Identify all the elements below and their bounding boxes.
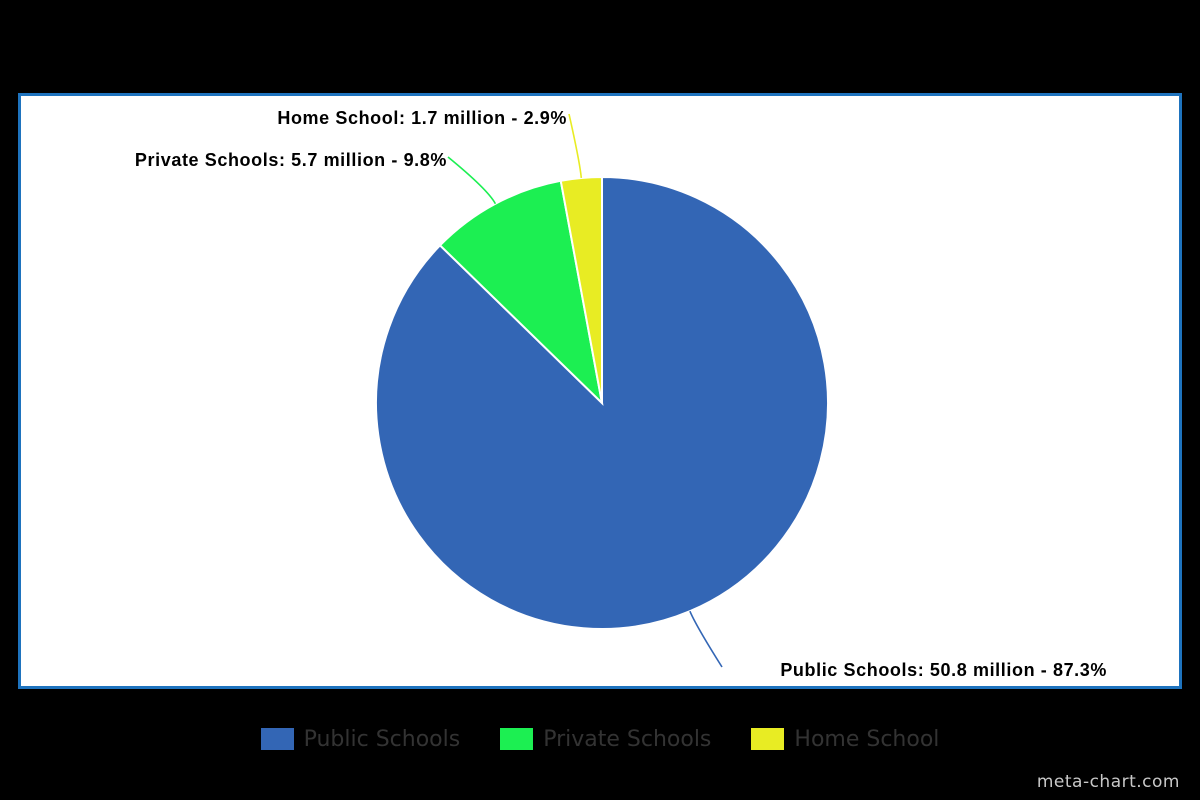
slice-label-private-schools: Private Schools: 5.7 million - 9.8%: [135, 150, 447, 170]
leader-line-public-schools: [689, 610, 723, 668]
chart-legend: Public Schools Private Schools Home Scho…: [0, 722, 1200, 756]
slice-label-public-schools: Public Schools: 50.8 million - 87.3%: [780, 660, 1107, 680]
legend-swatch-home-school: [751, 728, 785, 750]
pie-slices: [375, 175, 829, 630]
slice-label-home-school: Home School: 1.7 million - 2.9%: [277, 108, 567, 128]
legend-label-public-schools: Public Schools: [303, 726, 461, 752]
legend-swatch-public-schools: [260, 728, 294, 750]
pie-slice-private-schools[interactable]: [438, 179, 604, 406]
leader-lines: [447, 113, 723, 668]
legend-swatch-private-schools: [500, 728, 534, 750]
leader-line-home-school: [568, 113, 583, 179]
legend-label-home-school: Home School: [794, 726, 940, 752]
leader-line-private-schools: [447, 156, 497, 205]
watermark-text: meta-chart.com: [1036, 772, 1180, 792]
slice-labels: Public Schools: 50.8 million - 87.3% Priv…: [135, 108, 1107, 680]
legend-label-private-schools: Private Schools: [543, 726, 712, 752]
legend-item-private-schools[interactable]: Private Schools: [500, 727, 711, 752]
legend-item-public-schools[interactable]: Public Schools: [260, 726, 461, 752]
pie-slice-home-school[interactable]: [559, 175, 603, 404]
legend-item-home-school[interactable]: Home School: [751, 727, 939, 752]
